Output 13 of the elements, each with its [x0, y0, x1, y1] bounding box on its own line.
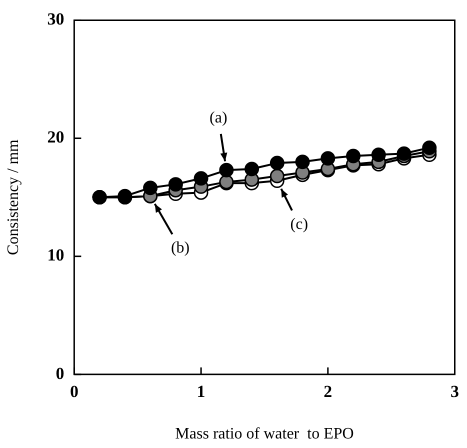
x-axis-title: Mass ratio of water to EPO: [175, 426, 354, 443]
x-tick-label: 1: [196, 382, 206, 401]
x-tick-label: 3: [450, 382, 459, 401]
y-tick-label: 10: [47, 246, 64, 265]
y-tick-label: 30: [47, 10, 64, 29]
y-tick-label: 20: [47, 128, 64, 147]
annotation: (c): [290, 216, 308, 233]
y-tick-label: 0: [56, 364, 64, 383]
annotation: (a): [210, 109, 228, 126]
x-tick-label: 0: [70, 382, 78, 401]
annotation: (b): [170, 239, 190, 256]
x-tick-label: 2: [324, 382, 332, 401]
y-axis-title: Consistency / mm: [4, 138, 22, 256]
